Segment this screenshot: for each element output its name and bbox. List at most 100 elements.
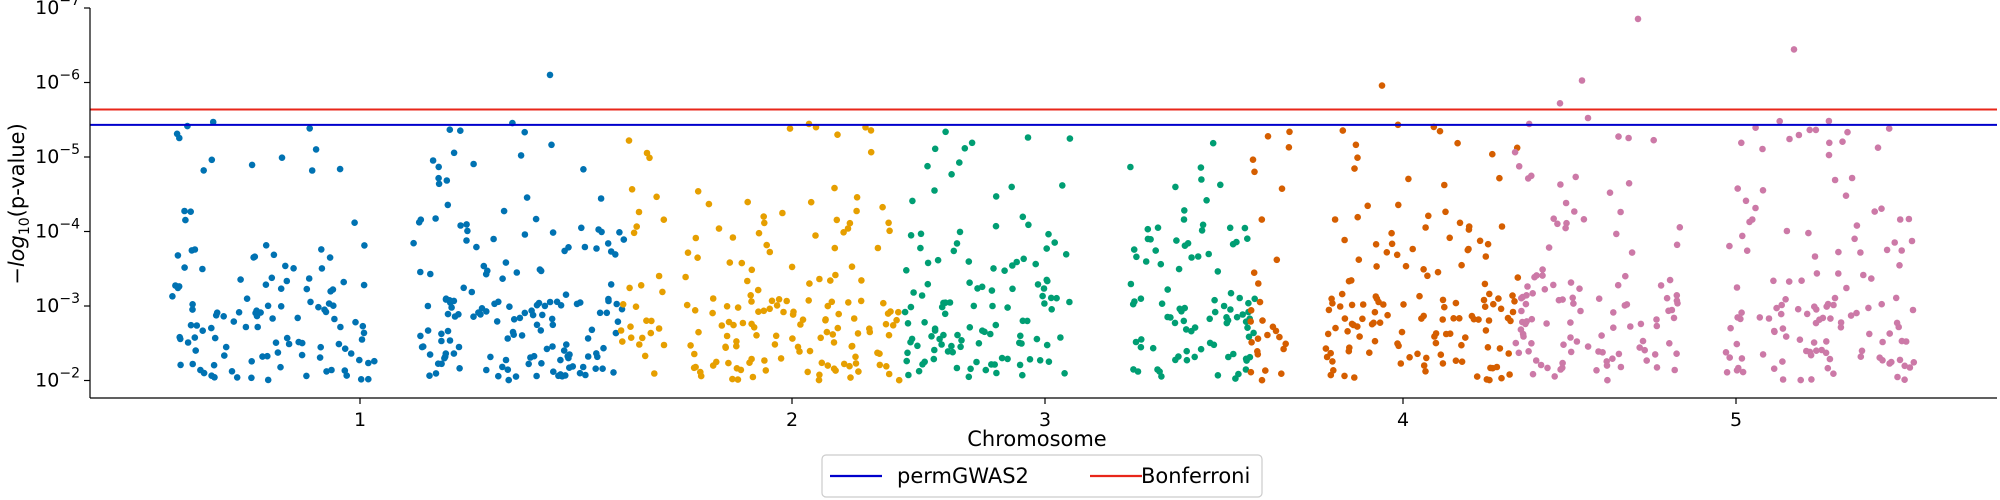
snp-point [807, 198, 815, 206]
snp-point [193, 322, 201, 329]
snp-point [1142, 258, 1150, 265]
snp-point [1532, 357, 1540, 364]
snp-point [233, 374, 241, 381]
snp-point [882, 320, 890, 328]
snp-point [1562, 199, 1570, 207]
snp-point [1180, 216, 1188, 223]
snp-point [780, 308, 787, 316]
snp-point [1464, 246, 1472, 254]
snp-point [1528, 340, 1535, 347]
snp-point [1803, 310, 1811, 318]
snp-point [853, 207, 860, 215]
snp-point [446, 337, 454, 344]
snp-point [1383, 249, 1391, 256]
snp-point [450, 350, 458, 357]
snp-point [1372, 241, 1380, 248]
snp-point [1641, 346, 1648, 354]
snp-point [1752, 124, 1759, 131]
snp-point [845, 299, 852, 306]
y-axis-title-sub: 10 [17, 217, 33, 235]
snp-point [1149, 344, 1157, 352]
snp-point [1886, 330, 1893, 337]
snp-point [1555, 296, 1563, 304]
snp-point [1650, 136, 1657, 144]
snp-point [303, 372, 310, 380]
snp-point [328, 366, 335, 374]
snp-point [1726, 354, 1733, 361]
snp-point [533, 321, 541, 329]
snp-point [956, 159, 963, 166]
snp-point [1331, 216, 1339, 223]
snp-point [1816, 316, 1823, 324]
snp-point [942, 128, 949, 136]
snp-point [723, 332, 731, 340]
snp-point [1395, 201, 1402, 209]
snp-point [1446, 330, 1454, 338]
snp-point [1671, 366, 1678, 374]
snp-point [499, 363, 506, 371]
snp-point [744, 277, 751, 285]
snp-point [549, 229, 557, 236]
snp-point [208, 156, 216, 164]
snp-point [444, 310, 452, 318]
snp-point [1245, 299, 1252, 307]
snp-point [1183, 347, 1190, 355]
snp-point [444, 201, 452, 209]
snp-point [956, 228, 964, 236]
snp-point [1378, 82, 1386, 89]
snp-point [347, 350, 355, 357]
snp-point [857, 297, 865, 305]
snp-point [1835, 270, 1842, 277]
snp-point [435, 174, 442, 182]
snp-point [1853, 222, 1861, 229]
snp-point [651, 370, 658, 377]
snp-point [1152, 247, 1159, 254]
snp-point [1350, 321, 1357, 329]
snp-point [834, 131, 841, 138]
snp-point [1465, 223, 1473, 230]
snp-point [1232, 375, 1239, 382]
snp-point [998, 354, 1006, 362]
snp-point [1813, 347, 1820, 355]
snp-point [578, 224, 585, 232]
snp-point [958, 337, 965, 344]
snp-point [1866, 330, 1873, 338]
snp-point [840, 360, 848, 368]
snp-point [953, 240, 961, 247]
snp-point [262, 242, 270, 249]
snp-point [1876, 354, 1883, 362]
snp-point [1393, 251, 1401, 259]
snp-point [1356, 333, 1363, 340]
snp-point [646, 154, 653, 162]
snp-point [1739, 232, 1746, 240]
snp-point [1657, 282, 1665, 289]
snp-point [356, 356, 363, 364]
snp-point [1059, 182, 1066, 189]
snp-point [1405, 175, 1412, 183]
snp-point [831, 244, 839, 252]
snp-point [1254, 351, 1262, 358]
snp-point [1858, 347, 1866, 355]
snp-point [766, 305, 773, 313]
snp-point [283, 334, 291, 342]
snp-point [603, 309, 611, 317]
snp-point [1722, 349, 1730, 356]
snp-point [566, 351, 573, 358]
snp-point [1827, 315, 1834, 322]
snp-point [1341, 236, 1348, 244]
snp-point [1623, 301, 1631, 308]
y-tick-label: 10−4 [35, 217, 80, 243]
snp-point [1416, 292, 1423, 300]
snp-point [1509, 308, 1517, 316]
snp-point [1643, 357, 1650, 364]
snp-point [563, 341, 570, 348]
snp-point [480, 262, 488, 270]
snp-point [1264, 331, 1271, 339]
snp-point [1368, 320, 1376, 328]
snp-point [1511, 298, 1518, 305]
snp-point [1233, 313, 1241, 321]
snp-point [360, 281, 368, 289]
snp-point [557, 302, 565, 309]
snp-point [744, 198, 751, 206]
snp-point [533, 372, 540, 380]
